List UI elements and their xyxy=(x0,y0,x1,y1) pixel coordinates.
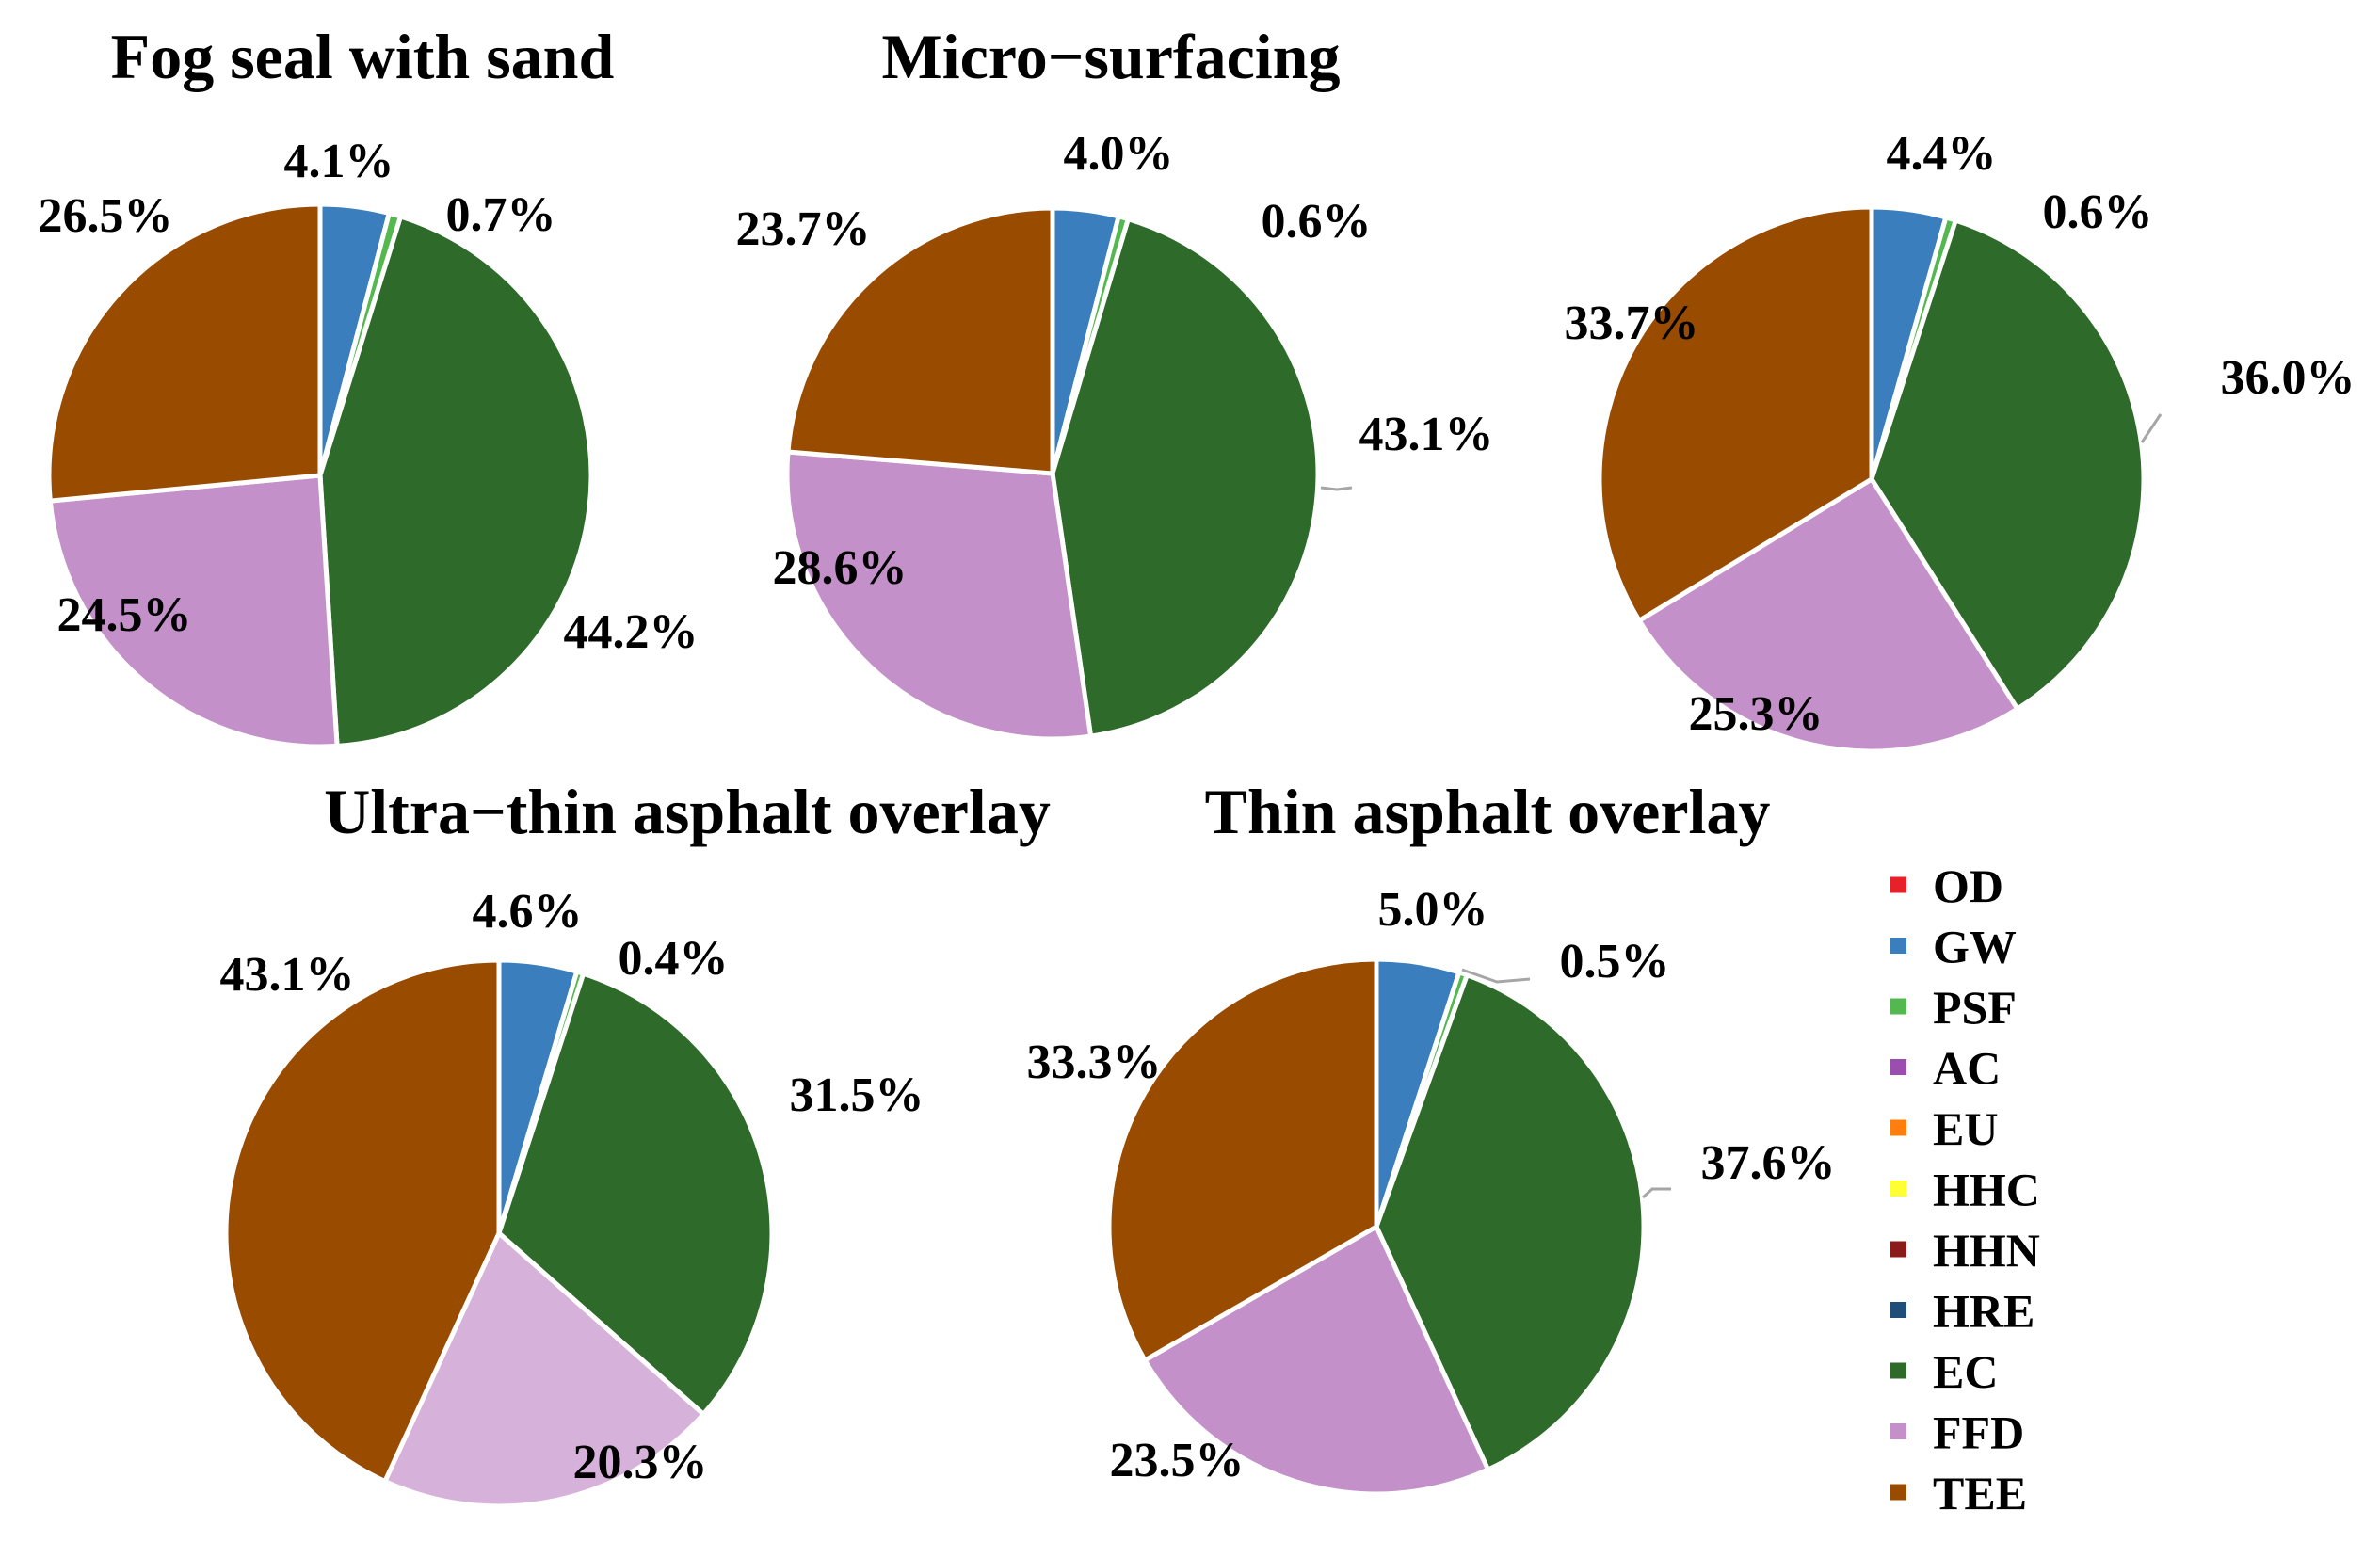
legend-swatch-hhc xyxy=(1890,1181,1906,1197)
legend-label-eu: EU xyxy=(1933,1102,1998,1155)
slice-label-ec: 31.5% xyxy=(790,1068,925,1122)
pie-slice-ec xyxy=(1869,217,2147,712)
legend-swatch-psf xyxy=(1890,998,1906,1015)
pie-slice-ffd xyxy=(1636,476,2020,754)
slice-label-tee: 33.3% xyxy=(1027,1036,1162,1089)
pie-slice-tee xyxy=(46,201,323,504)
pie-title: Micro−surfacing xyxy=(882,21,1341,92)
pie-slice-ec xyxy=(1374,972,1647,1472)
slice-label-ec: 44.2% xyxy=(564,605,699,659)
pie-slice-tee xyxy=(1106,956,1379,1363)
leader-line xyxy=(1461,968,1531,984)
legend-swatch-hhn xyxy=(1890,1241,1906,1258)
slice-label-tee: 33.7% xyxy=(1565,297,1699,350)
slice-label-gw: 4.6% xyxy=(473,885,583,939)
legend-label-od: OD xyxy=(1933,859,2003,912)
legend-swatch-od xyxy=(1890,876,1906,893)
slice-label-tee: 26.5% xyxy=(39,189,173,243)
legend-label-ac: AC xyxy=(1933,1042,2001,1095)
slice-label-gw: 4.0% xyxy=(1064,127,1174,181)
pie-title: Thin asphalt overlay xyxy=(1205,776,1771,847)
pie-fog-seal: Fog seal with sand 4.1% 0.7% 44.2% 24.5% 26.5… xyxy=(39,21,699,749)
slice-label-ffd: 23.5% xyxy=(1110,1434,1245,1487)
pie-third: 4.4% 0.6% 36.0% 25.3% 33.7% xyxy=(1565,127,2356,754)
legend-label-tee: TEE xyxy=(1933,1467,2027,1519)
pie-title: Ultra−thin asphalt overlay xyxy=(324,776,1051,847)
slice-label-ec: 43.1% xyxy=(1359,408,1494,461)
legend-swatch-ec xyxy=(1890,1362,1906,1379)
pie-slice-tee xyxy=(223,957,502,1484)
pie-slice-tee xyxy=(785,205,1055,476)
leader-line xyxy=(1641,1187,1671,1199)
slice-label-gw: 4.4% xyxy=(1887,127,1997,181)
slice-label-psf: 0.4% xyxy=(619,932,729,986)
legend-label-ffd: FFD xyxy=(1933,1406,2024,1459)
legend-label-hre: HRE xyxy=(1933,1285,2034,1338)
legend-swatch-hre xyxy=(1890,1302,1906,1318)
pie-slice-ec xyxy=(317,214,594,748)
slice-label-gw: 4.1% xyxy=(284,135,394,188)
pie-title: Fog seal with sand xyxy=(111,21,615,92)
slice-label-psf: 0.5% xyxy=(1560,935,1670,988)
leader-line xyxy=(1320,486,1353,491)
legend-swatch-eu xyxy=(1890,1119,1906,1136)
pie-micro-surfacing: Micro−surfacing 4.0% 0.6% 43.1% 28.6% 23.7% xyxy=(736,21,1494,742)
legend-label-gw: GW xyxy=(1933,921,2017,973)
slice-label-psf: 0.6% xyxy=(1262,195,1372,249)
pie-slice-tee xyxy=(1597,204,1874,623)
slice-label-gw: 5.0% xyxy=(1378,883,1488,937)
legend-swatch-ac xyxy=(1890,1059,1906,1075)
legend-label-hhn: HHN xyxy=(1933,1224,2040,1277)
legend-label-ec: EC xyxy=(1933,1345,1998,1398)
pie-slice-ffd xyxy=(1142,1224,1491,1497)
legend-label-hhc: HHC xyxy=(1933,1164,2040,1216)
pie-ultra-thin: Ultra−thin asphalt overlay 4.6% 0.4% 31.5% 2… xyxy=(220,776,1051,1509)
slice-label-psf: 0.7% xyxy=(446,188,556,242)
slice-label-ffd: 20.3% xyxy=(573,1436,708,1489)
pie-thin: Thin asphalt overlay 5.0% 0.5% 37.6% 23.5% 33… xyxy=(1027,776,1836,1497)
pie-panels: Fog seal with sand 4.1% 0.7% 44.2% 24.5% 26.5… xyxy=(39,21,2356,1509)
slice-label-tee: 23.7% xyxy=(736,202,871,256)
slice-label-tee: 43.1% xyxy=(220,948,355,1002)
slice-label-ec: 36.0% xyxy=(2221,351,2356,405)
slice-label-ffd: 28.6% xyxy=(773,541,908,595)
leader-line xyxy=(2140,413,2163,443)
slice-label-ffd: 24.5% xyxy=(57,588,192,642)
legend-swatch-ffd xyxy=(1890,1423,1906,1439)
legend-swatch-gw xyxy=(1890,938,1906,954)
slice-label-ec: 37.6% xyxy=(1701,1136,1836,1190)
legend-swatch-tee xyxy=(1890,1484,1906,1501)
pie-slice-ffd xyxy=(382,1230,706,1509)
slice-label-ffd: 25.3% xyxy=(1689,687,1824,741)
pie-slice-ec xyxy=(1050,217,1321,739)
pie-slice-ffd xyxy=(47,473,340,749)
legend-label-psf: PSF xyxy=(1933,981,2017,1034)
slice-label-psf: 0.6% xyxy=(2043,185,2153,239)
legend: OD GW PSF AC EU HHC HHN HRE EC FFD TEE xyxy=(1890,859,2040,1519)
pie-slice-ffd xyxy=(784,449,1094,742)
pie-slice-ec xyxy=(496,971,775,1417)
